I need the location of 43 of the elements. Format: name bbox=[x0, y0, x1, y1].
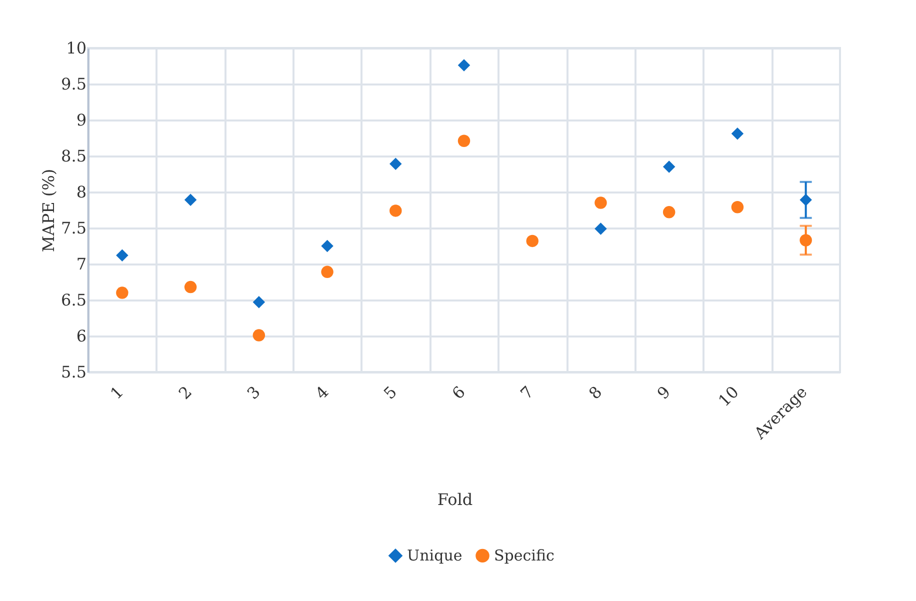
point bbox=[526, 234, 538, 248]
x-tick-label: 1 bbox=[106, 382, 128, 403]
point bbox=[731, 201, 744, 214]
x-tick-label: 7 bbox=[516, 382, 538, 403]
point bbox=[662, 160, 676, 173]
point bbox=[252, 296, 266, 308]
point bbox=[390, 204, 402, 217]
y-tick-label: 10 bbox=[66, 38, 86, 58]
y-axis-title: MAPE (%) bbox=[39, 168, 58, 252]
legend-label: Unique bbox=[407, 546, 462, 565]
x-tick-label: 10 bbox=[714, 382, 742, 410]
y-tick-label: 7.5 bbox=[61, 218, 86, 238]
point bbox=[594, 196, 607, 209]
point bbox=[252, 329, 266, 342]
point bbox=[321, 240, 334, 252]
x-tick-label: 5 bbox=[380, 382, 401, 403]
y-tick-label: 6.5 bbox=[61, 290, 86, 310]
point bbox=[116, 286, 128, 299]
point bbox=[594, 222, 607, 235]
x-tick-label: 6 bbox=[448, 382, 469, 403]
point bbox=[458, 59, 470, 72]
point bbox=[731, 128, 744, 140]
y-tick-label: 5.5 bbox=[61, 362, 86, 382]
y-tick-label: 8 bbox=[76, 182, 86, 202]
x-axis-title: Fold bbox=[437, 490, 473, 509]
point bbox=[184, 280, 197, 294]
y-tick-label: 7 bbox=[76, 254, 86, 274]
legend-label: Specific bbox=[494, 546, 554, 565]
y-tick-label: 9 bbox=[76, 110, 86, 130]
x-tick-label: 8 bbox=[585, 382, 606, 403]
point bbox=[390, 158, 402, 170]
y-tick-label: 8.5 bbox=[61, 146, 86, 166]
point bbox=[458, 134, 470, 147]
point bbox=[116, 249, 128, 262]
point bbox=[662, 206, 676, 218]
point bbox=[321, 266, 334, 278]
y-tick-label: 6 bbox=[76, 326, 86, 346]
point bbox=[184, 194, 197, 206]
x-tick-label: 2 bbox=[174, 382, 196, 403]
x-tick-label: 9 bbox=[653, 382, 674, 403]
x-tick-label: 4 bbox=[312, 382, 332, 403]
x-tick-label: 3 bbox=[243, 382, 264, 403]
y-tick-label: 9.5 bbox=[61, 74, 86, 94]
